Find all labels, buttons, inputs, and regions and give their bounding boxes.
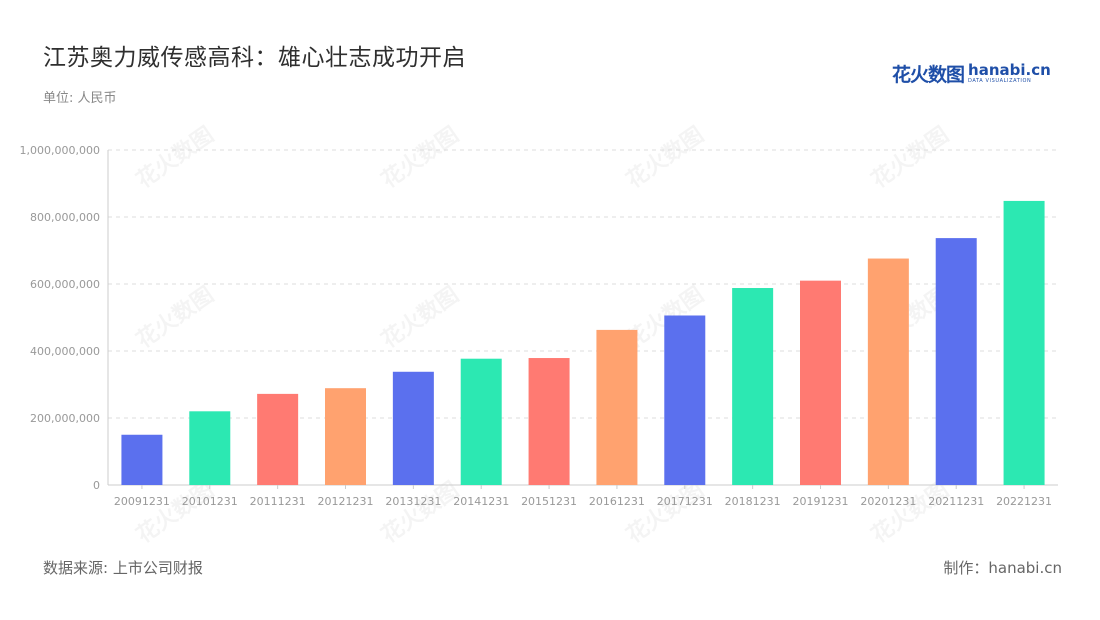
bar [392,371,434,485]
unit-label: 单位: 人民币 [43,91,117,106]
x-tick-label: 20101231 [182,495,238,508]
credit-label: 制作：hanabi.cn [943,559,1062,577]
bar [664,315,706,485]
x-tick-label: 20201231 [860,495,916,508]
hanabi-logo: 花火数图 hanabi.cn DATA VISUALIZATION [892,60,1051,87]
bar [325,388,366,485]
logo-en-text: hanabi.cn [968,61,1051,79]
x-tick-label: 20151231 [521,495,577,508]
y-tick-label: 0 [93,479,100,492]
bar [732,288,774,485]
x-tick-label: 20181231 [725,495,781,508]
bar [867,258,909,485]
x-tick-label: 20141231 [453,495,509,508]
x-tick-label: 20221231 [996,495,1052,508]
logo-en-sub: DATA VISUALIZATION [968,78,1032,84]
y-tick-label: 800,000,000 [30,211,100,224]
x-tick-label: 20211231 [928,495,984,508]
y-tick-label: 400,000,000 [30,345,100,358]
x-tick-label: 20121231 [318,495,374,508]
x-tick-label: 20091231 [114,495,170,508]
x-tick-label: 20191231 [793,495,849,508]
x-tick-label: 20161231 [589,495,645,508]
chart-title: 江苏奥力威传感高科：雄心壮志成功开启 [43,45,466,71]
data-source: 数据来源: 上市公司财报 [43,559,203,577]
y-tick-label: 1,000,000,000 [20,144,100,157]
bar [189,411,231,485]
bar [257,393,299,485]
y-tick-label: 600,000,000 [30,278,100,291]
bar [1003,200,1045,486]
logo-cn-text: 花火数图 [892,64,965,86]
x-tick-label: 20111231 [250,495,306,508]
bar [528,358,570,485]
bar [121,434,163,485]
bar [460,358,502,485]
x-tick-label: 20131231 [385,495,441,508]
bar [596,329,638,485]
bar [935,238,977,485]
y-tick-label: 200,000,000 [30,412,100,425]
x-tick-label: 20171231 [657,495,713,508]
logo-en-block: hanabi.cn DATA VISUALIZATION [968,63,1051,84]
bar [800,280,841,485]
